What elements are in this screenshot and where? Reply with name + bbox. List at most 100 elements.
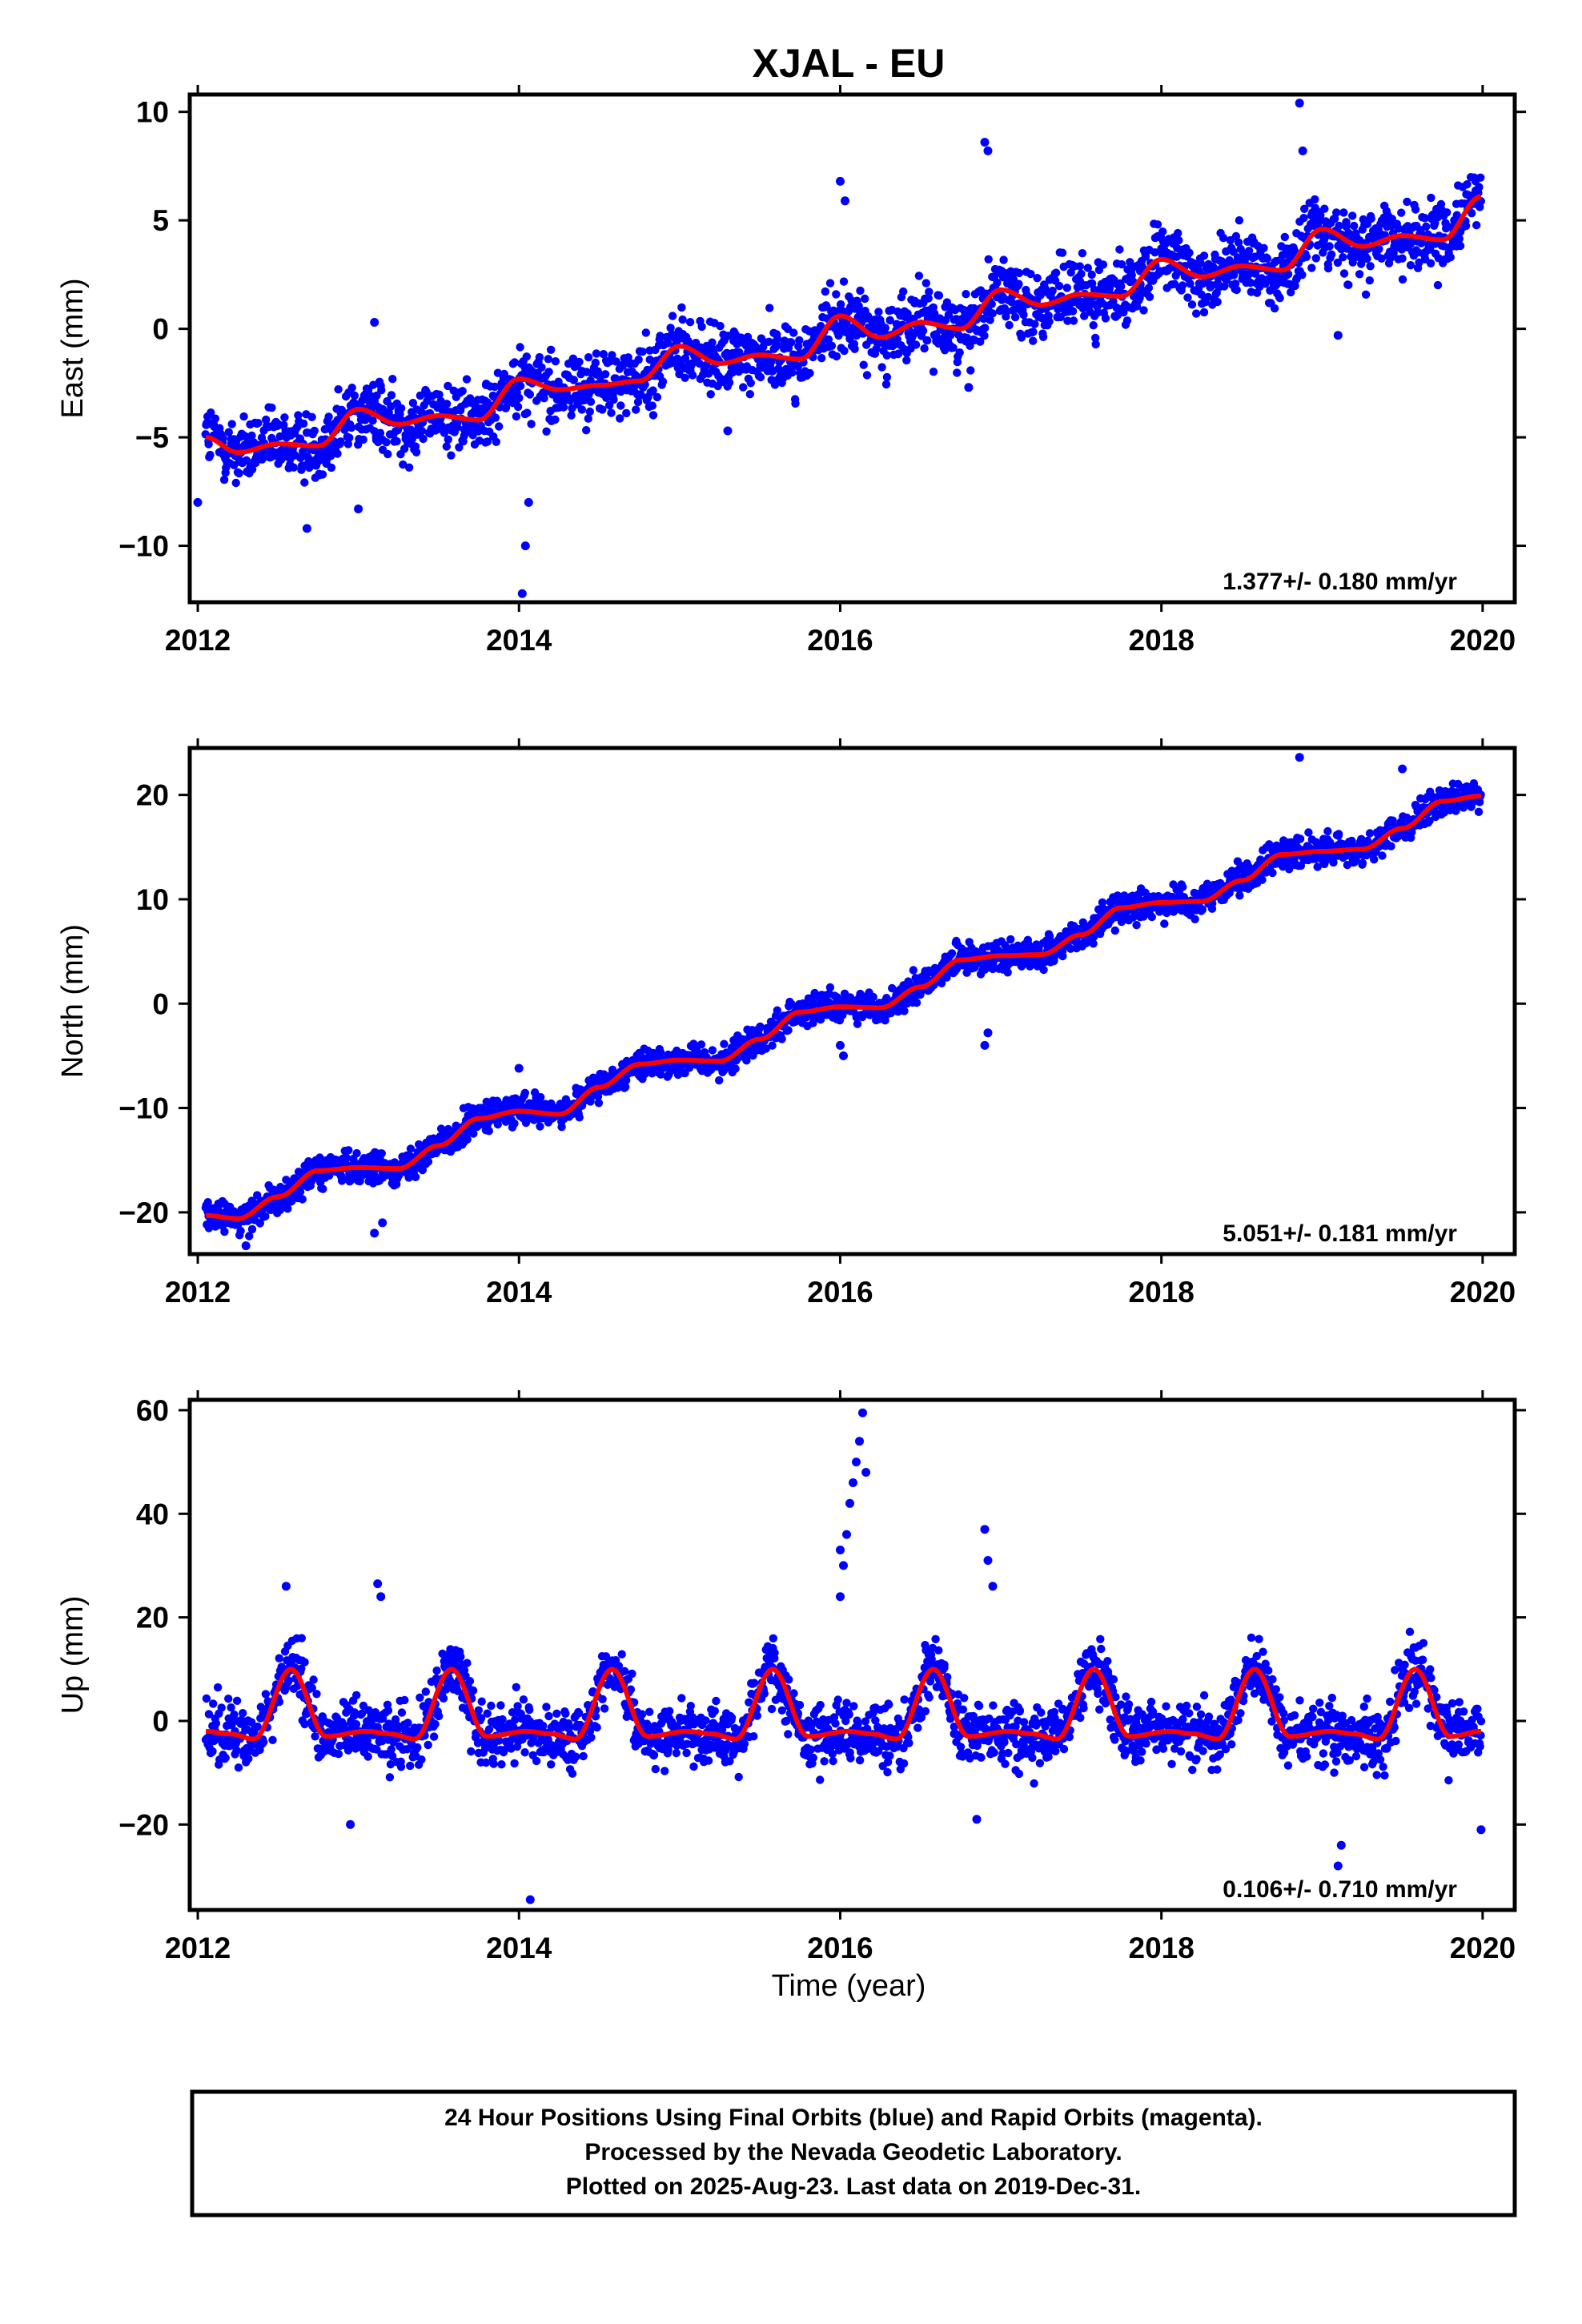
east-data-point <box>1327 250 1336 259</box>
east-data-point <box>324 412 333 421</box>
east-data-point <box>999 255 1008 264</box>
east-data-point <box>924 294 933 303</box>
up-data-point <box>232 1696 242 1705</box>
east-data-point <box>1443 208 1452 217</box>
east-data-point <box>918 326 928 336</box>
east-data-point <box>1091 340 1100 349</box>
east-data-point <box>515 393 524 403</box>
up-data-point <box>259 1738 268 1747</box>
east-y-tick-label: 5 <box>152 204 169 237</box>
east-data-point <box>567 411 576 420</box>
east-data-point <box>300 478 309 487</box>
east-data-point <box>1235 216 1244 225</box>
east-data-point <box>856 286 865 296</box>
up-data-point <box>416 1693 424 1702</box>
east-data-point <box>724 332 733 340</box>
east-data-point <box>372 391 381 400</box>
east-data-point <box>920 344 929 353</box>
east-data-point <box>949 344 958 352</box>
east-data-point <box>1307 263 1316 272</box>
up-data-point <box>431 1719 440 1729</box>
east-data-point <box>1316 211 1325 220</box>
north-data-point <box>411 1172 420 1182</box>
east-data-point <box>648 401 656 410</box>
up-data-point <box>421 1687 430 1696</box>
north-outlier-point <box>241 1241 251 1251</box>
east-data-point <box>688 371 697 380</box>
east-data-point <box>1066 268 1075 277</box>
north-data-point <box>1268 868 1277 878</box>
east-data-point <box>794 342 803 351</box>
east-data-point <box>893 335 901 344</box>
north-data-point <box>536 1092 545 1102</box>
east-y-tick-label: 0 <box>152 313 169 346</box>
east-data-point <box>408 399 418 408</box>
east-data-point <box>551 357 560 366</box>
east-outlier-point <box>980 138 990 147</box>
north-data-point <box>319 1184 327 1193</box>
east-data-point <box>652 392 662 402</box>
east-data-point <box>1232 285 1241 295</box>
east-data-point <box>569 376 579 384</box>
up-data-point <box>424 1740 432 1750</box>
east-data-point <box>1153 220 1162 229</box>
north-outlier-point <box>1295 753 1304 762</box>
east-data-point <box>1411 205 1420 214</box>
figure-title: XJAL - EU <box>753 41 946 86</box>
east-data-point <box>929 368 938 376</box>
up-data-point <box>211 1719 221 1728</box>
east-data-point <box>1213 297 1222 307</box>
east-data-point <box>1333 258 1343 267</box>
east-data-point <box>219 475 229 485</box>
east-data-point <box>211 414 220 423</box>
north-data-point <box>575 1113 584 1122</box>
north-data-point <box>377 1149 386 1158</box>
north-x-tick-label: 2018 <box>1129 1276 1195 1309</box>
east-data-point <box>1415 258 1423 267</box>
east-data-point <box>207 408 215 417</box>
east-data-point <box>1433 280 1443 290</box>
east-data-point <box>1054 305 1062 314</box>
east-data-point <box>1029 328 1038 336</box>
east-data-point <box>1171 271 1180 280</box>
east-data-point <box>953 368 962 377</box>
up-data-point <box>468 1686 478 1695</box>
east-outlier-point <box>1333 331 1343 340</box>
east-data-point <box>681 373 689 382</box>
east-data-point <box>988 309 998 318</box>
north-y-tick-label: 0 <box>152 987 169 1020</box>
east-data-point <box>695 359 704 368</box>
east-data-point <box>725 378 734 387</box>
east-data-point <box>980 332 989 340</box>
east-data-point <box>773 334 782 344</box>
north-x-tick-label: 2020 <box>1450 1276 1516 1309</box>
north-data-point <box>342 1153 351 1163</box>
up-data-point <box>232 1746 241 1755</box>
east-data-point <box>1038 332 1048 341</box>
east-data-point <box>444 435 452 444</box>
east-data-point <box>1342 222 1351 231</box>
north-data-point <box>947 949 957 958</box>
east-data-point <box>1139 306 1148 315</box>
north-points <box>201 753 1485 1251</box>
north-outlier-point <box>370 1228 379 1238</box>
north-data-point <box>1334 830 1343 838</box>
east-data-point <box>1063 316 1072 325</box>
east-data-point <box>455 443 464 452</box>
east-data-point <box>1005 320 1014 330</box>
east-data-point <box>872 344 881 353</box>
east-data-point <box>483 437 492 446</box>
east-data-point <box>307 412 316 421</box>
east-data-point <box>1094 308 1102 317</box>
north-data-point <box>773 1006 781 1015</box>
north-data-point <box>1304 828 1313 837</box>
east-data-point <box>537 363 546 372</box>
north-data-point <box>777 1035 786 1043</box>
east-data-point <box>636 391 646 400</box>
north-data-point <box>463 1135 472 1144</box>
east-data-point <box>1259 243 1268 252</box>
east-data-point <box>444 381 452 391</box>
east-data-point <box>1251 252 1259 261</box>
east-data-point <box>668 312 677 320</box>
east-data-point <box>559 403 568 412</box>
